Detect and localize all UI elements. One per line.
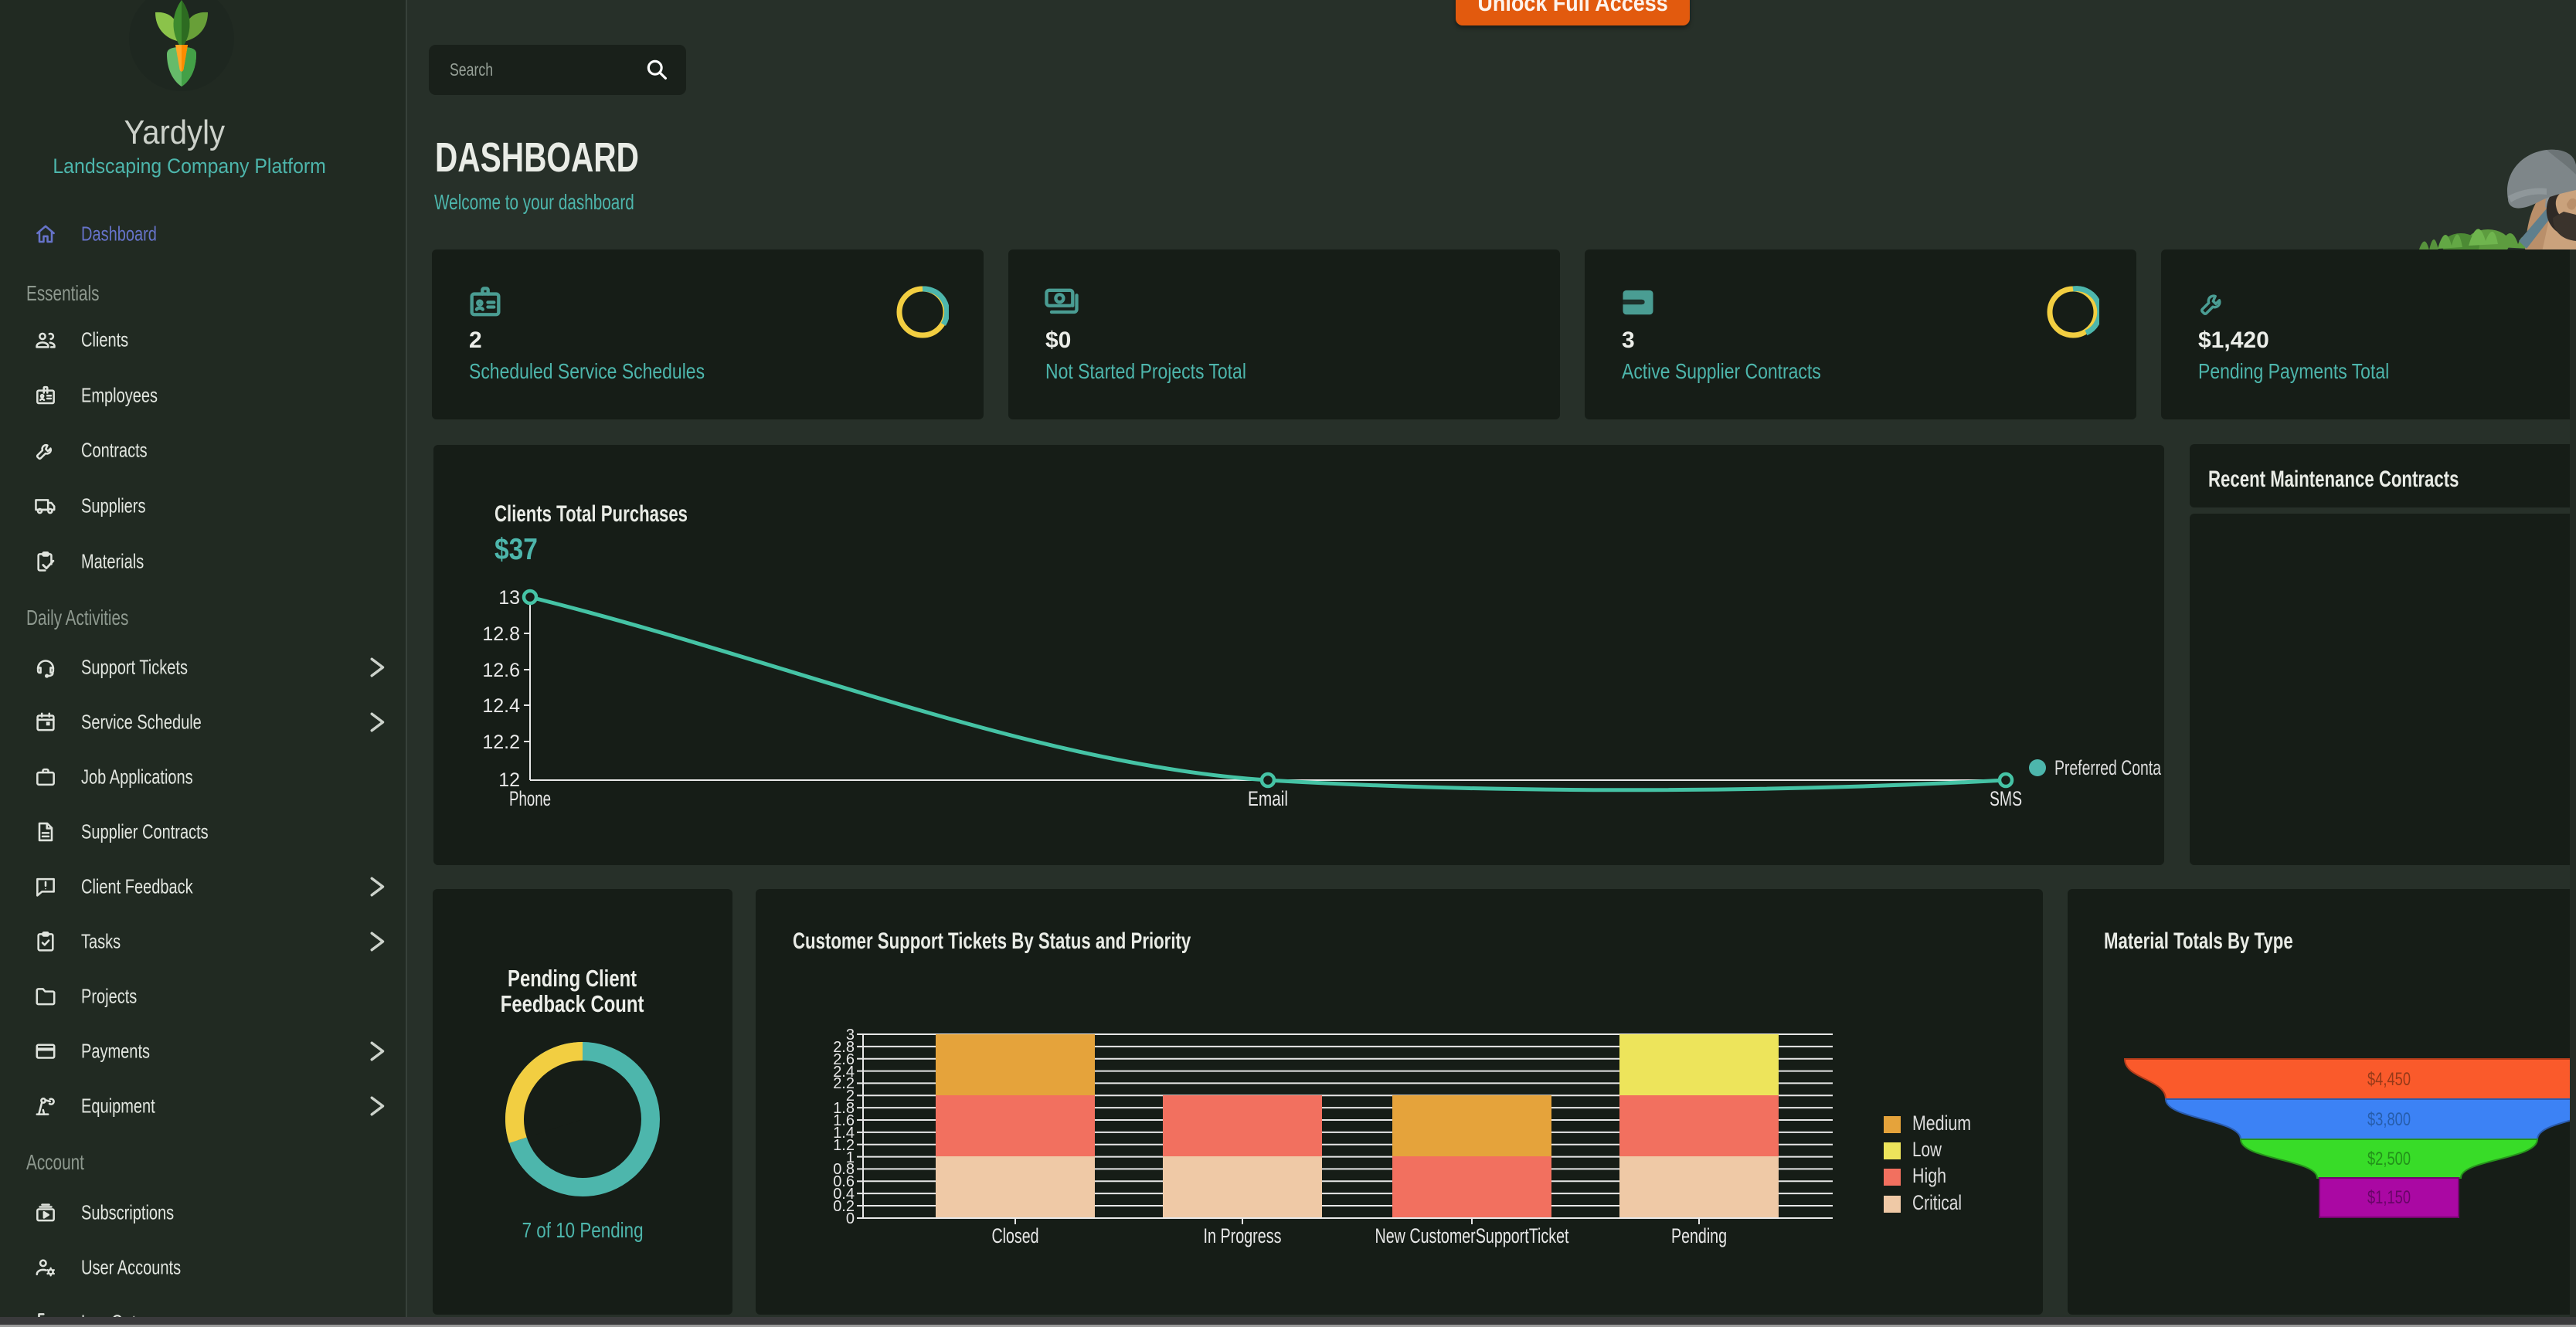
svg-text:1.8: 1.8 <box>833 1100 855 1117</box>
svg-text:Pending: Pending <box>1671 1224 1727 1247</box>
svg-text:Preferred Conta: Preferred Conta <box>2054 756 2162 779</box>
svg-text:3: 3 <box>846 1027 855 1044</box>
svg-text:$3,800: $3,800 <box>2367 1109 2411 1130</box>
svg-text:0: 0 <box>846 1210 855 1227</box>
svg-text:$2,500: $2,500 <box>2367 1149 2411 1169</box>
svg-text:12.4: 12.4 <box>482 695 520 717</box>
svg-text:2: 2 <box>846 1088 855 1105</box>
svg-text:New CustomerSupportTicket: New CustomerSupportTicket <box>1375 1224 1569 1247</box>
svg-text:1.6: 1.6 <box>833 1112 855 1129</box>
svg-text:2.4: 2.4 <box>833 1064 855 1081</box>
svg-text:SMS: SMS <box>1990 787 2022 810</box>
svg-text:1.2: 1.2 <box>833 1137 855 1154</box>
svg-text:0.8: 0.8 <box>833 1161 855 1178</box>
svg-text:Phone: Phone <box>509 787 551 810</box>
svg-text:12.8: 12.8 <box>482 623 520 645</box>
svg-text:0.2: 0.2 <box>833 1198 855 1215</box>
svg-text:$4,450: $4,450 <box>2367 1069 2411 1090</box>
svg-text:12.6: 12.6 <box>482 660 520 681</box>
svg-text:12: 12 <box>498 769 520 791</box>
svg-text:$1,150: $1,150 <box>2367 1187 2411 1208</box>
svg-text:2.6: 2.6 <box>833 1051 855 1068</box>
svg-text:2.8: 2.8 <box>833 1039 855 1056</box>
svg-text:0.4: 0.4 <box>833 1186 855 1203</box>
svg-text:1.4: 1.4 <box>833 1125 855 1142</box>
svg-text:Medium: Medium <box>1912 1111 1971 1135</box>
svg-text:13: 13 <box>498 587 520 609</box>
svg-text:High: High <box>1912 1164 1946 1187</box>
svg-text:2.2: 2.2 <box>833 1075 855 1092</box>
svg-text:0.6: 0.6 <box>833 1173 855 1190</box>
svg-text:Closed: Closed <box>992 1224 1039 1247</box>
svg-text:In Progress: In Progress <box>1204 1224 1282 1247</box>
svg-text:12.2: 12.2 <box>482 731 520 753</box>
svg-text:1: 1 <box>846 1149 855 1166</box>
svg-text:Email: Email <box>1248 787 1288 810</box>
svg-text:Low: Low <box>1912 1138 1942 1161</box>
svg-text:Critical: Critical <box>1912 1191 1962 1214</box>
